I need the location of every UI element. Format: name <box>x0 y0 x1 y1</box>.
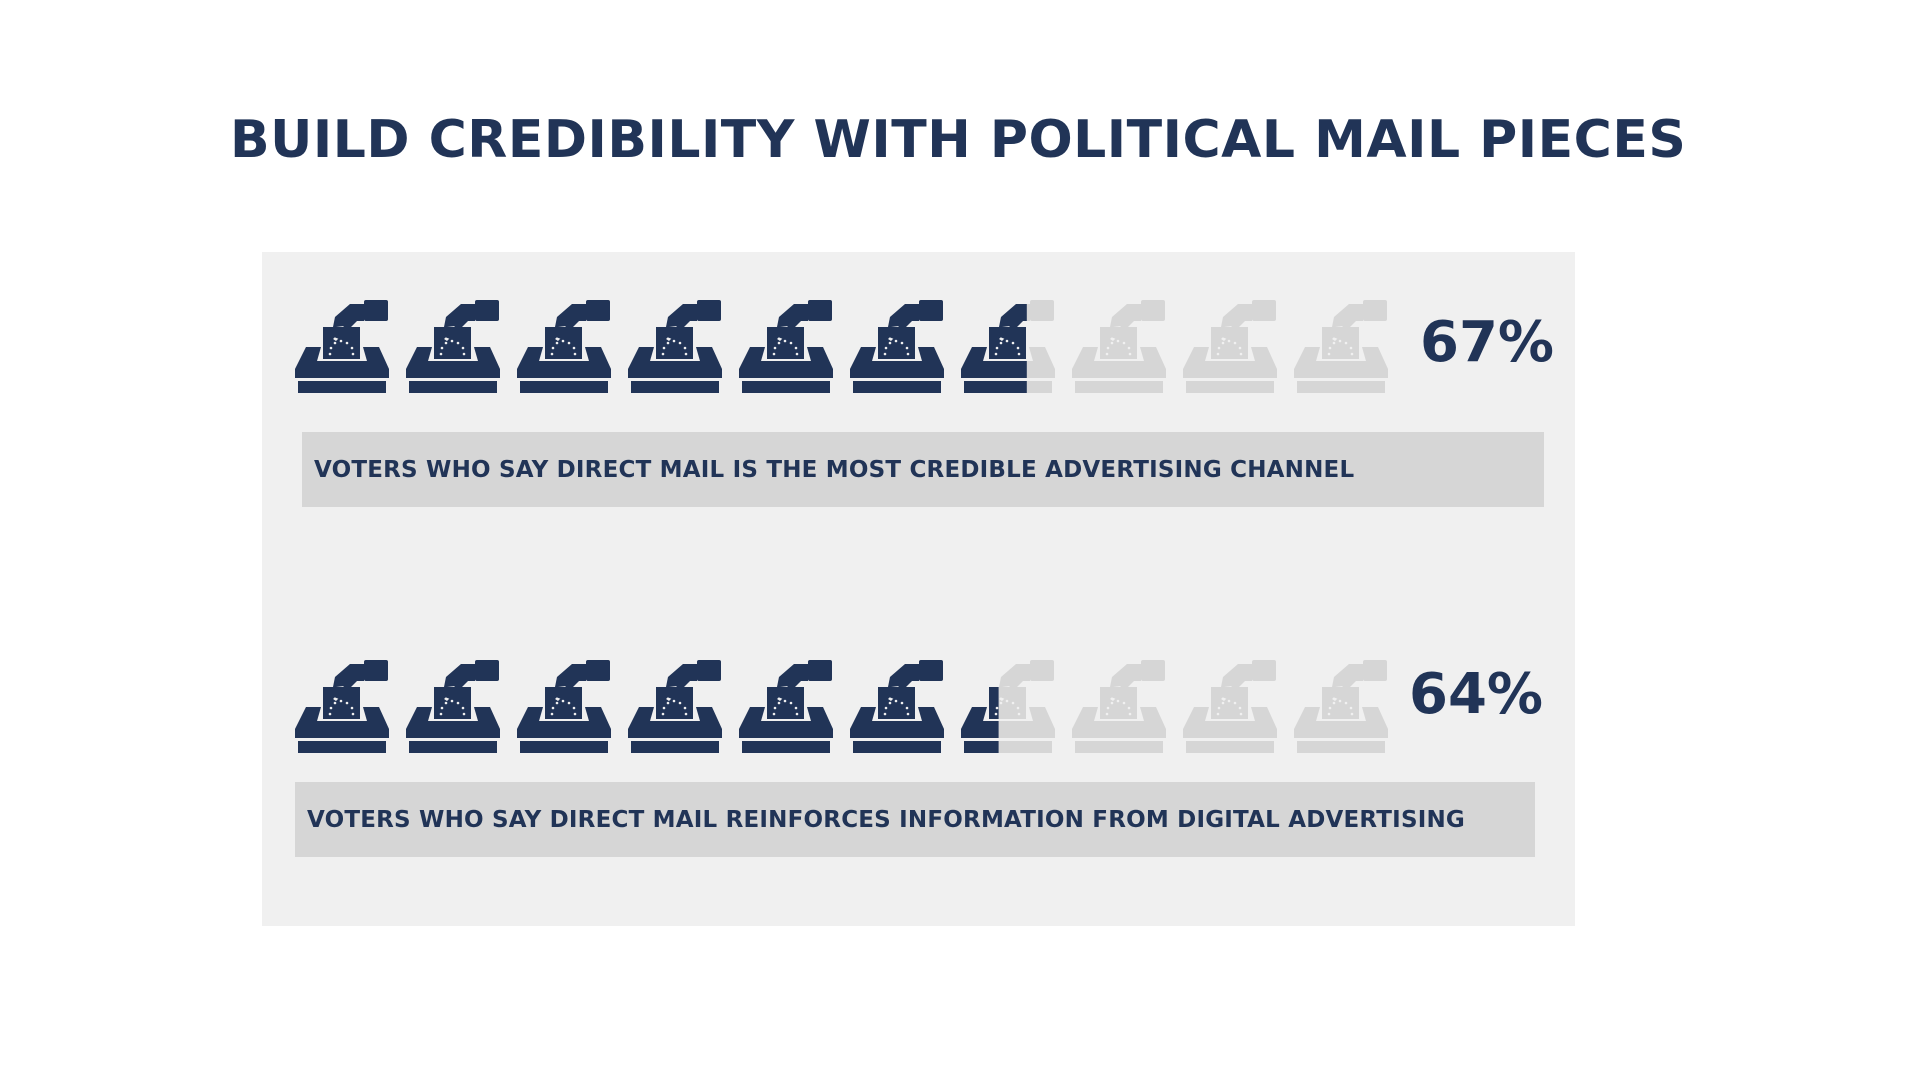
ballot-box-icon <box>739 299 833 396</box>
page-title: BUILD CREDIBILITY WITH POLITICAL MAIL PI… <box>230 110 1687 170</box>
ballot-box-icon <box>406 659 500 756</box>
ballot-box-icon <box>1183 299 1277 396</box>
row-2-label: VOTERS WHO SAY DIRECT MAIL REINFORCES IN… <box>295 782 1535 857</box>
ballot-box-icon <box>1183 659 1277 756</box>
ballot-box-icon <box>850 659 944 756</box>
ballot-box-icon <box>517 299 611 396</box>
row-1-label: VOTERS WHO SAY DIRECT MAIL IS THE MOST C… <box>302 432 1544 507</box>
ballot-box-icon <box>1072 299 1166 396</box>
pictogram-row-1 <box>295 299 1405 396</box>
ballot-box-icon <box>295 659 389 756</box>
ballot-box-icon <box>1294 299 1388 396</box>
ballot-box-icon <box>517 659 611 756</box>
row-1-value: 67% <box>1420 310 1555 375</box>
ballot-box-icon <box>739 659 833 756</box>
ballot-box-icon <box>850 299 944 396</box>
ballot-box-icon <box>628 659 722 756</box>
ballot-box-icon <box>961 659 1055 756</box>
ballot-box-icon <box>406 299 500 396</box>
pictogram-row-2 <box>295 659 1405 756</box>
ballot-box-icon <box>961 299 1055 396</box>
ballot-box-icon <box>628 299 722 396</box>
ballot-box-icon <box>1072 659 1166 756</box>
row-2-value: 64% <box>1409 662 1544 727</box>
ballot-box-icon <box>1294 659 1388 756</box>
ballot-box-icon <box>295 299 389 396</box>
